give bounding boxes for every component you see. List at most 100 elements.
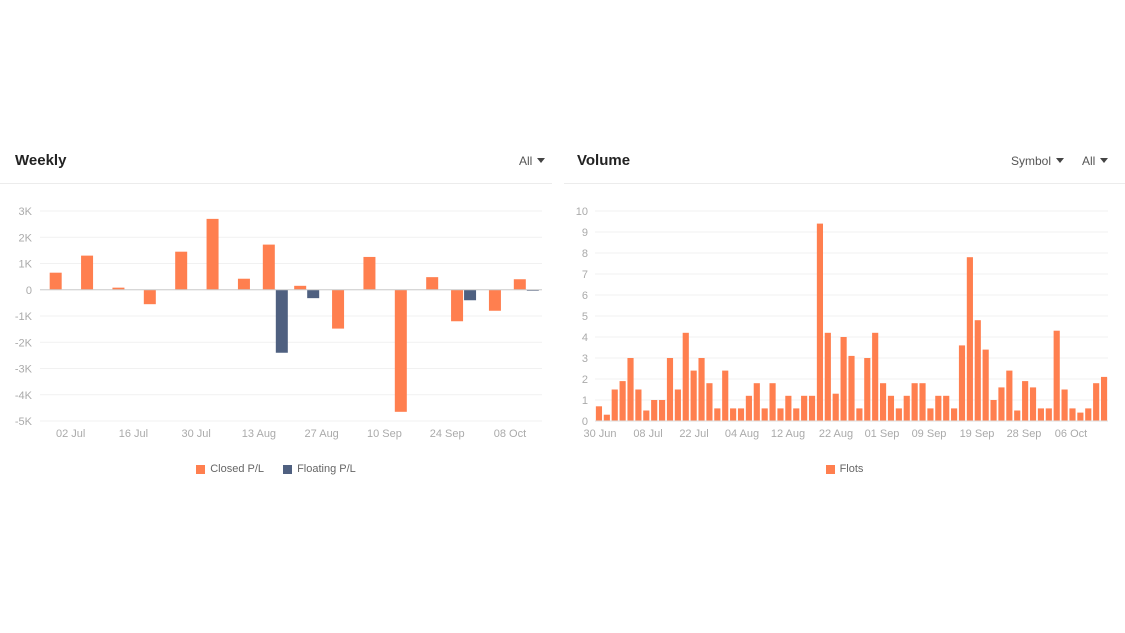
- bar-flots: [872, 332, 879, 421]
- symbol-dropdown-label: Symbol: [1011, 154, 1052, 168]
- y-tick-label: -5K: [15, 416, 33, 428]
- flots-swatch: [825, 464, 835, 474]
- x-tick-label: 28 Sep: [1007, 428, 1042, 440]
- bar-flots: [1014, 410, 1021, 421]
- x-tick-label: 02 Jul: [56, 428, 85, 440]
- y-tick-label: 10: [576, 206, 588, 218]
- bar-closed-pl: [237, 278, 250, 290]
- volume-filter-dropdown[interactable]: All: [1082, 154, 1109, 168]
- bar-flots: [595, 406, 603, 421]
- weekly-chart: 3K 2K 1K 0 -1K -2K -3K -4K -5K 02 Jul 16 Jul 30 Jul…: [15, 206, 542, 440]
- bar-flots: [808, 395, 816, 421]
- y-tick-label: 7: [582, 269, 588, 281]
- x-tick-label: 13 Aug: [242, 428, 276, 440]
- bar-flots: [1022, 381, 1029, 421]
- y-tick-label: 1K: [19, 259, 33, 271]
- bar-flots: [1037, 408, 1044, 421]
- bar-flots: [690, 370, 697, 421]
- y-tick-label: 6: [582, 290, 588, 302]
- x-tick-label: 08 Jul: [633, 428, 662, 440]
- x-tick-label: 27 Aug: [305, 428, 339, 440]
- bar-flots: [887, 395, 895, 421]
- bar-flots: [1061, 389, 1068, 421]
- bar-closed-pl: [206, 218, 219, 290]
- bar-flots: [966, 257, 973, 421]
- x-tick-label: 10 Sep: [367, 428, 402, 440]
- bar-closed-pl: [49, 272, 62, 290]
- bar-flots: [951, 408, 958, 421]
- bar-floating-pl: [464, 289, 477, 301]
- bar-flots: [919, 383, 926, 421]
- legend-item-floating-pl[interactable]: Floating P/L: [283, 463, 356, 475]
- y-tick-label: 2: [582, 374, 588, 386]
- bar-flots: [603, 414, 610, 421]
- symbol-dropdown[interactable]: Symbol: [1011, 154, 1065, 168]
- bar-flots: [745, 395, 752, 421]
- volume-header: Volume Symbol All: [564, 140, 1125, 184]
- chevron-down-icon: [537, 158, 546, 163]
- closed-pl-swatch: [196, 464, 206, 474]
- y-tick-label: 8: [582, 248, 588, 260]
- bar-flots: [682, 332, 689, 421]
- legend-label-floating-pl: Floating P/L: [297, 463, 356, 475]
- weekly-filter-dropdown[interactable]: All: [519, 154, 546, 168]
- legend-item-flots[interactable]: Flots: [825, 463, 863, 475]
- bar-closed-pl: [294, 285, 307, 290]
- bar-flots: [895, 408, 902, 421]
- weekly-header: Weekly All: [0, 140, 552, 184]
- bar-flots: [832, 393, 839, 421]
- bar-closed-pl: [112, 287, 125, 290]
- x-tick-label: 08 Oct: [494, 428, 526, 440]
- y-tick-label: 5: [582, 311, 588, 323]
- bar-flots: [627, 358, 634, 421]
- legend-item-closed-pl[interactable]: Closed P/L: [196, 463, 264, 475]
- bar-flots: [840, 337, 847, 421]
- weekly-title: Weekly: [15, 152, 67, 169]
- x-tick-label: 12 Aug: [771, 428, 805, 440]
- y-tick-label: 1: [582, 395, 588, 407]
- bar-closed-pl: [332, 289, 345, 329]
- bar-closed-pl: [81, 255, 94, 290]
- bar-flots: [1069, 408, 1076, 421]
- chevron-down-icon: [1100, 158, 1109, 163]
- bar-flots: [659, 400, 666, 421]
- bar-flots: [785, 395, 792, 421]
- bar-flots: [714, 408, 721, 421]
- bar-closed-pl: [488, 289, 501, 311]
- bar-flots: [1085, 408, 1092, 421]
- y-tick-label: -2K: [15, 337, 33, 349]
- x-tick-label: 22 Jul: [679, 428, 708, 440]
- bar-flots: [643, 410, 650, 421]
- bar-flots: [990, 400, 997, 421]
- bar-closed-pl: [513, 279, 526, 290]
- bar-flots: [706, 383, 713, 421]
- bar-flots: [801, 395, 808, 421]
- bar-flots: [927, 408, 934, 421]
- bar-flots: [824, 332, 831, 421]
- y-tick-label: -1K: [15, 311, 33, 323]
- x-tick-label: 24 Sep: [430, 428, 465, 440]
- weekly-panel: Weekly All 3K 2K 1K 0 -1K -2K -3K -4K -5K 02 Jul 1…: [0, 140, 552, 490]
- bar-flots: [698, 358, 705, 421]
- bar-flots: [793, 408, 800, 421]
- volume-chart: 0 1 2 3 4 5 6 7 8 9 10 30 Jun 08 Jul 22 Jul 04 Aug 12 A…: [576, 206, 1108, 440]
- bar-flots: [1093, 383, 1100, 421]
- y-tick-label: -3K: [15, 364, 33, 376]
- x-tick-label: 22 Aug: [819, 428, 853, 440]
- bar-closed-pl: [143, 289, 156, 305]
- bar-flots: [1045, 408, 1052, 421]
- bar-floating-pl: [307, 289, 320, 299]
- bar-flots: [943, 395, 950, 421]
- bar-flots: [1077, 412, 1084, 421]
- legend-label-closed-pl: Closed P/L: [210, 463, 265, 475]
- bar-flots: [737, 408, 745, 421]
- bar-flots: [635, 389, 642, 421]
- bar-flots: [903, 395, 910, 421]
- bar-flots: [777, 408, 784, 421]
- bar-flots: [958, 345, 966, 421]
- x-tick-label: 04 Aug: [725, 428, 759, 440]
- bar-closed-pl: [451, 289, 464, 322]
- bar-flots: [722, 370, 729, 421]
- floating-pl-swatch: [283, 464, 293, 474]
- x-tick-label: 19 Sep: [960, 428, 995, 440]
